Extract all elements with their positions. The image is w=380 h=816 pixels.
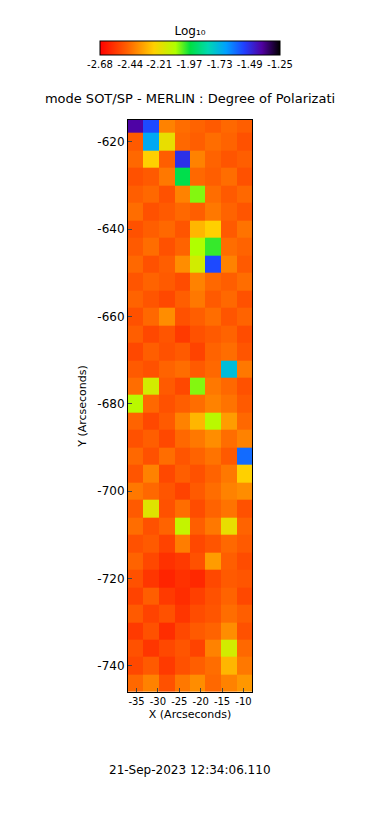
svg-text:21-Sep-2023 12:34:06.110: 21-Sep-2023 12:34:06.110 — [109, 763, 271, 777]
svg-text:-30: -30 — [150, 696, 166, 707]
svg-text:-1.25: -1.25 — [267, 59, 293, 70]
svg-text:-680: -680 — [97, 397, 124, 411]
svg-text:-660: -660 — [97, 310, 124, 324]
svg-text:-35: -35 — [128, 696, 144, 707]
svg-text:-700: -700 — [97, 484, 124, 498]
svg-text:-1.73: -1.73 — [207, 59, 233, 70]
svg-text:-740: -740 — [97, 659, 124, 673]
svg-text:-2.21: -2.21 — [146, 59, 172, 70]
svg-text:Log₁₀: Log₁₀ — [174, 24, 205, 38]
svg-text:-2.68: -2.68 — [87, 59, 113, 70]
svg-text:-640: -640 — [97, 222, 124, 236]
svg-text:-15: -15 — [214, 696, 230, 707]
svg-text:X (Arcseconds): X (Arcseconds) — [149, 708, 231, 721]
svg-text:Y (Arcseconds): Y (Arcseconds) — [76, 365, 89, 448]
svg-text:-25: -25 — [171, 696, 187, 707]
svg-text:-10: -10 — [235, 696, 251, 707]
svg-text:mode SOT/SP - MERLIN : Degree: mode SOT/SP - MERLIN : Degree of Polariz… — [45, 91, 335, 106]
svg-text:-720: -720 — [97, 572, 124, 586]
svg-text:-2.44: -2.44 — [117, 59, 143, 70]
svg-text:-20: -20 — [193, 696, 209, 707]
svg-text:-620: -620 — [97, 135, 124, 149]
svg-text:-1.97: -1.97 — [176, 59, 202, 70]
svg-text:-1.49: -1.49 — [237, 59, 263, 70]
